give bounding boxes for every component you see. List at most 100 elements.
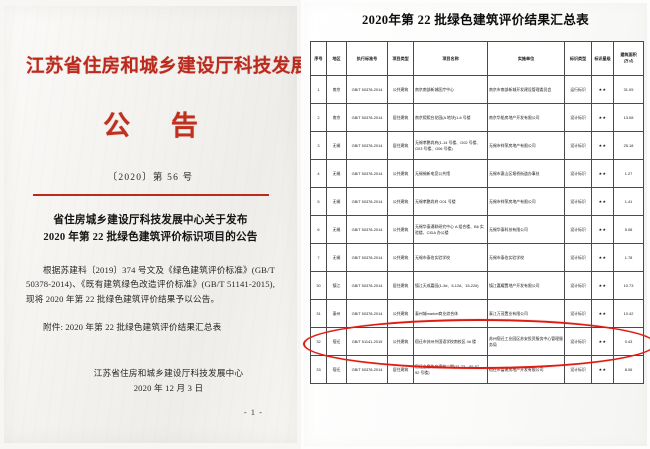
- table-cell-floor-area: 1.27: [613, 159, 644, 188]
- table-row: 1 南京 GB/T 50378-2014 公共建筑 南京南部新城医疗中心 南京市南部新城开…: [310, 75, 644, 104]
- table-cell-implementing-unit: 镇江嘉耀置地产开发有限公司: [487, 271, 565, 300]
- table-cell-standard: GB/T 50378-2014: [346, 271, 388, 300]
- table-cell-project-type: 居住建筑: [387, 103, 414, 132]
- table-cell-star-rating: ★★: [591, 271, 614, 300]
- subject-line-2: 2020 年第 22 批绿色建筑评价标识项目的公告: [43, 231, 258, 243]
- announcement-document-pane: 江苏省住房和城乡建设厅科技发展中心 公 告 〔2020〕第 56 号 省住房城乡…: [0, 0, 301, 449]
- col-header-floor-area-unit: (万㎡): [623, 59, 634, 64]
- table-cell-floor-area: 1.78: [613, 243, 644, 272]
- table-cell-num: 5: [310, 187, 327, 216]
- page-number: - 1 -: [243, 407, 263, 417]
- table-body: 1 南京 GB/T 50378-2014 公共建筑 南京南部新城医疗中心 南京市南部新城开…: [310, 75, 644, 384]
- table-cell-standard: GB/T 50378-2014: [346, 215, 388, 244]
- signature-block: 江苏省住房和城乡建设厅科技发展中心 2020 年 12 月 3 日: [26, 366, 275, 396]
- table-cell-region: 无锡: [326, 243, 347, 272]
- attachment-note: 附件: 2020 年第 22 批绿色建筑评价结果汇总表: [43, 322, 222, 332]
- table-cell-label-type: 设计标识: [564, 299, 592, 328]
- col-header-floor-area: 建筑面积 (万㎡): [613, 41, 644, 76]
- col-header-project-name: 项目名称: [413, 41, 488, 76]
- table-cell-num: 2: [310, 103, 327, 132]
- table-document-title: 2020年第 22 批绿色建筑评价结果汇总表: [362, 13, 589, 27]
- table-cell-implementing-unit: 无锡市祥荣房地产有限公司: [487, 131, 565, 160]
- table-cell-floor-area: 13.08: [613, 103, 644, 132]
- table-cell-num: 7: [310, 243, 327, 272]
- table-cell-region: 泰州: [326, 299, 347, 328]
- col-header-num: 序号: [310, 41, 327, 76]
- table-row: 4 无锡 GB/T 50378-2014 公共建筑 无锡锡新电竞公共馆 无锡市惠山区堰桥街…: [310, 159, 644, 188]
- table-cell-num: 6: [310, 215, 327, 244]
- table-row: 31 泰州 GB/T 50378-2014 公共建筑 泰州城market商业综合体 泰江万…: [310, 299, 644, 328]
- signature-date: 2020 年 12 月 3 日: [133, 383, 204, 393]
- table-cell-floor-area: 8.06: [613, 355, 644, 384]
- table-row: 32 宿迁 GB/T 51141-2015 公共建筑 宿迁市苏州外国语学校南校区 4# …: [310, 327, 644, 356]
- table-cell-implementing-unit: 无锡华泰科技有限公司: [487, 215, 565, 244]
- announcement-subject: 省住房城乡建设厅科技发展中心关于发布 2020 年第 22 批绿色建筑评价标识项…: [26, 212, 275, 246]
- table-cell-label-type: 设计标识: [564, 327, 592, 356]
- table-cell-region: 无锡: [326, 215, 347, 244]
- table-cell-region: 镇江: [326, 271, 347, 300]
- table-cell-implementing-unit: 南京华船房地产开发有限公司: [487, 103, 565, 132]
- table-cell-implementing-unit: 无锡市泰伯实验学校: [487, 243, 565, 272]
- col-header-label-type: 标识类型: [564, 41, 592, 76]
- table-cell-implementing-unit: 宿迁市富建房地产开发有限公司: [487, 355, 565, 384]
- table-cell-project-name: 宿迁市苏州外国语学校南校区 4# 楼: [413, 327, 488, 356]
- table-cell-implementing-unit: 无锡市祥荣房地产有限公司: [487, 187, 565, 216]
- table-cell-standard: GB/T 50378-2014: [346, 103, 388, 132]
- table-cell-project-type: 公共建筑: [387, 187, 414, 216]
- table-cell-project-name: 无锡市泰伯实验学校: [413, 243, 488, 272]
- table-cell-floor-area: 10.42: [613, 299, 644, 328]
- table-cell-standard: GB/T 50378-2014: [346, 75, 388, 104]
- announcement-content: 江苏省住房和城乡建设厅科技发展中心 公 告 〔2020〕第 56 号 省住房城乡…: [4, 52, 301, 396]
- table-cell-region: 宿迁: [326, 355, 347, 384]
- col-header-standard: 执行标准号: [346, 41, 388, 76]
- table-cell-floor-area: 25.18: [613, 131, 644, 160]
- table-row: 7 无锡 GB/T 50378-2014 公共建筑 无锡市泰伯实验学校 无锡市泰伯实验学校…: [310, 243, 644, 272]
- table-cell-star-rating: ★★: [591, 299, 614, 328]
- table-cell-label-type: 设计标识: [564, 355, 592, 384]
- table-cell-star-rating: ★★: [591, 131, 614, 160]
- announcement-body-text: 根据苏建科〔2019〕374 号文及《绿色建筑评价标准》(GB/T 50378-…: [26, 264, 275, 304]
- table-cell-star-rating: ★★: [591, 159, 614, 188]
- table-row: 5 无锡 GB/T 50378-2014 公共建筑 无锡孝鹏尚府 G01 号楼 无锡市祥荣…: [310, 187, 644, 216]
- table-cell-project-name: 无锡锡新电竞公共馆: [413, 159, 488, 188]
- table-header-row: 序号 地区 执行标准号 项目类型 项目名称 实施单位 标识类型 标识星级 建筑面…: [310, 41, 644, 76]
- table-cell-label-type: 运行标识: [564, 75, 592, 104]
- table-row: 30 镇江 GB/T 50378-2014 居住建筑 镇江天成嘉园(1-3#、5-12#…: [310, 271, 644, 300]
- issuing-organization-title: 江苏省住房和城乡建设厅科技发展中心: [26, 57, 301, 77]
- table-cell-project-type: 居住建筑: [387, 355, 414, 384]
- table-cell-num: 4: [310, 159, 327, 188]
- table-cell-project-name: 无锡孝鹏尚府(1-14 号楼、G02 号楼、G03 号楼、G06 号楼): [413, 131, 488, 160]
- table-cell-project-type: 公共建筑: [387, 327, 414, 356]
- signature-organization: 江苏省住房和城乡建设厅科技发展中心: [93, 368, 244, 378]
- table-cell-region: 宿迁: [326, 327, 347, 356]
- table-cell-label-type: 设计标识: [564, 187, 592, 216]
- table-cell-num: 1: [310, 75, 327, 104]
- table-cell-star-rating: ★★: [591, 103, 614, 132]
- table-cell-project-name: 南京南部新城医疗中心: [413, 75, 488, 104]
- table-cell-project-type: 公共建筑: [387, 299, 414, 328]
- table-cell-floor-area: 0.43: [613, 327, 644, 356]
- table-cell-project-type: 公共建筑: [387, 215, 414, 244]
- table-cell-standard: GB/T 50378-2014: [346, 355, 388, 384]
- table-cell-project-type: 公共建筑: [387, 75, 414, 104]
- announcement-paper: 江苏省住房和城乡建设厅科技发展中心 公 告 〔2020〕第 56 号 省住房城乡…: [4, 6, 301, 443]
- table-cell-standard: GB/T 50378-2014: [346, 159, 388, 188]
- table-cell-num: 3: [310, 131, 327, 160]
- table-cell-project-type: 居住建筑: [387, 131, 414, 160]
- table-cell-num: 30: [310, 271, 327, 300]
- table-cell-standard: GB/T 50378-2014: [346, 243, 388, 272]
- announcement-body: 根据苏建科〔2019〕374 号文及《绿色建筑评价标准》(GB/T 50378-…: [26, 263, 275, 307]
- table-cell-standard: GB/T 50378-2014: [346, 131, 388, 160]
- table-cell-implementing-unit: 无锡市惠山区堰桥街道办事处: [487, 159, 565, 188]
- subject-line-1: 省住房城乡建设厅科技发展中心关于发布: [53, 214, 248, 226]
- table-cell-num: 33: [310, 355, 327, 384]
- table-container: 序号 地区 执行标准号 项目类型 项目名称 实施单位 标识类型 标识星级 建筑面…: [310, 41, 644, 384]
- table-cell-label-type: 设计标识: [564, 103, 592, 132]
- table-cell-project-type: 居住建筑: [387, 271, 414, 300]
- col-header-project-type: 项目类型: [387, 41, 414, 76]
- table-cell-project-name: 镇江天成嘉园(1-3#、5-12#、15-22#): [413, 271, 488, 300]
- table-cell-star-rating: ★★: [591, 187, 614, 216]
- table-cell-floor-area: 31.05: [613, 75, 644, 104]
- announcement-heading: 公 告: [103, 111, 215, 141]
